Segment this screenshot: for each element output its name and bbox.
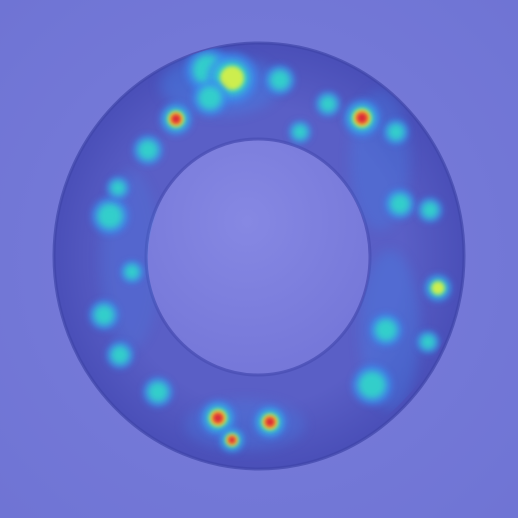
heat-spot (417, 197, 443, 223)
heat-spot (288, 120, 312, 144)
heat-spot (383, 119, 409, 145)
heat-spot (352, 365, 392, 405)
heatmap-overlay (89, 47, 452, 453)
heat-spot (159, 102, 193, 136)
heat-spot (315, 91, 341, 117)
heat-spot (424, 274, 452, 302)
heat-spot (120, 260, 144, 284)
heat-spot (106, 176, 130, 200)
heat-spot (265, 65, 295, 95)
heat-spot (369, 313, 403, 347)
heat-spot (219, 427, 245, 453)
heat-spot (200, 400, 236, 436)
heat-spot (91, 197, 129, 235)
heat-spot (416, 330, 440, 354)
heat-spot (253, 405, 287, 439)
heat-spot (385, 189, 415, 219)
heat-spot (133, 135, 163, 165)
heat-spot (106, 341, 134, 369)
heat-spot (343, 99, 381, 137)
heat-spot (192, 80, 228, 116)
heat-spot (89, 300, 119, 330)
heat-spot (143, 377, 173, 407)
ring-inner-disk (144, 137, 372, 377)
